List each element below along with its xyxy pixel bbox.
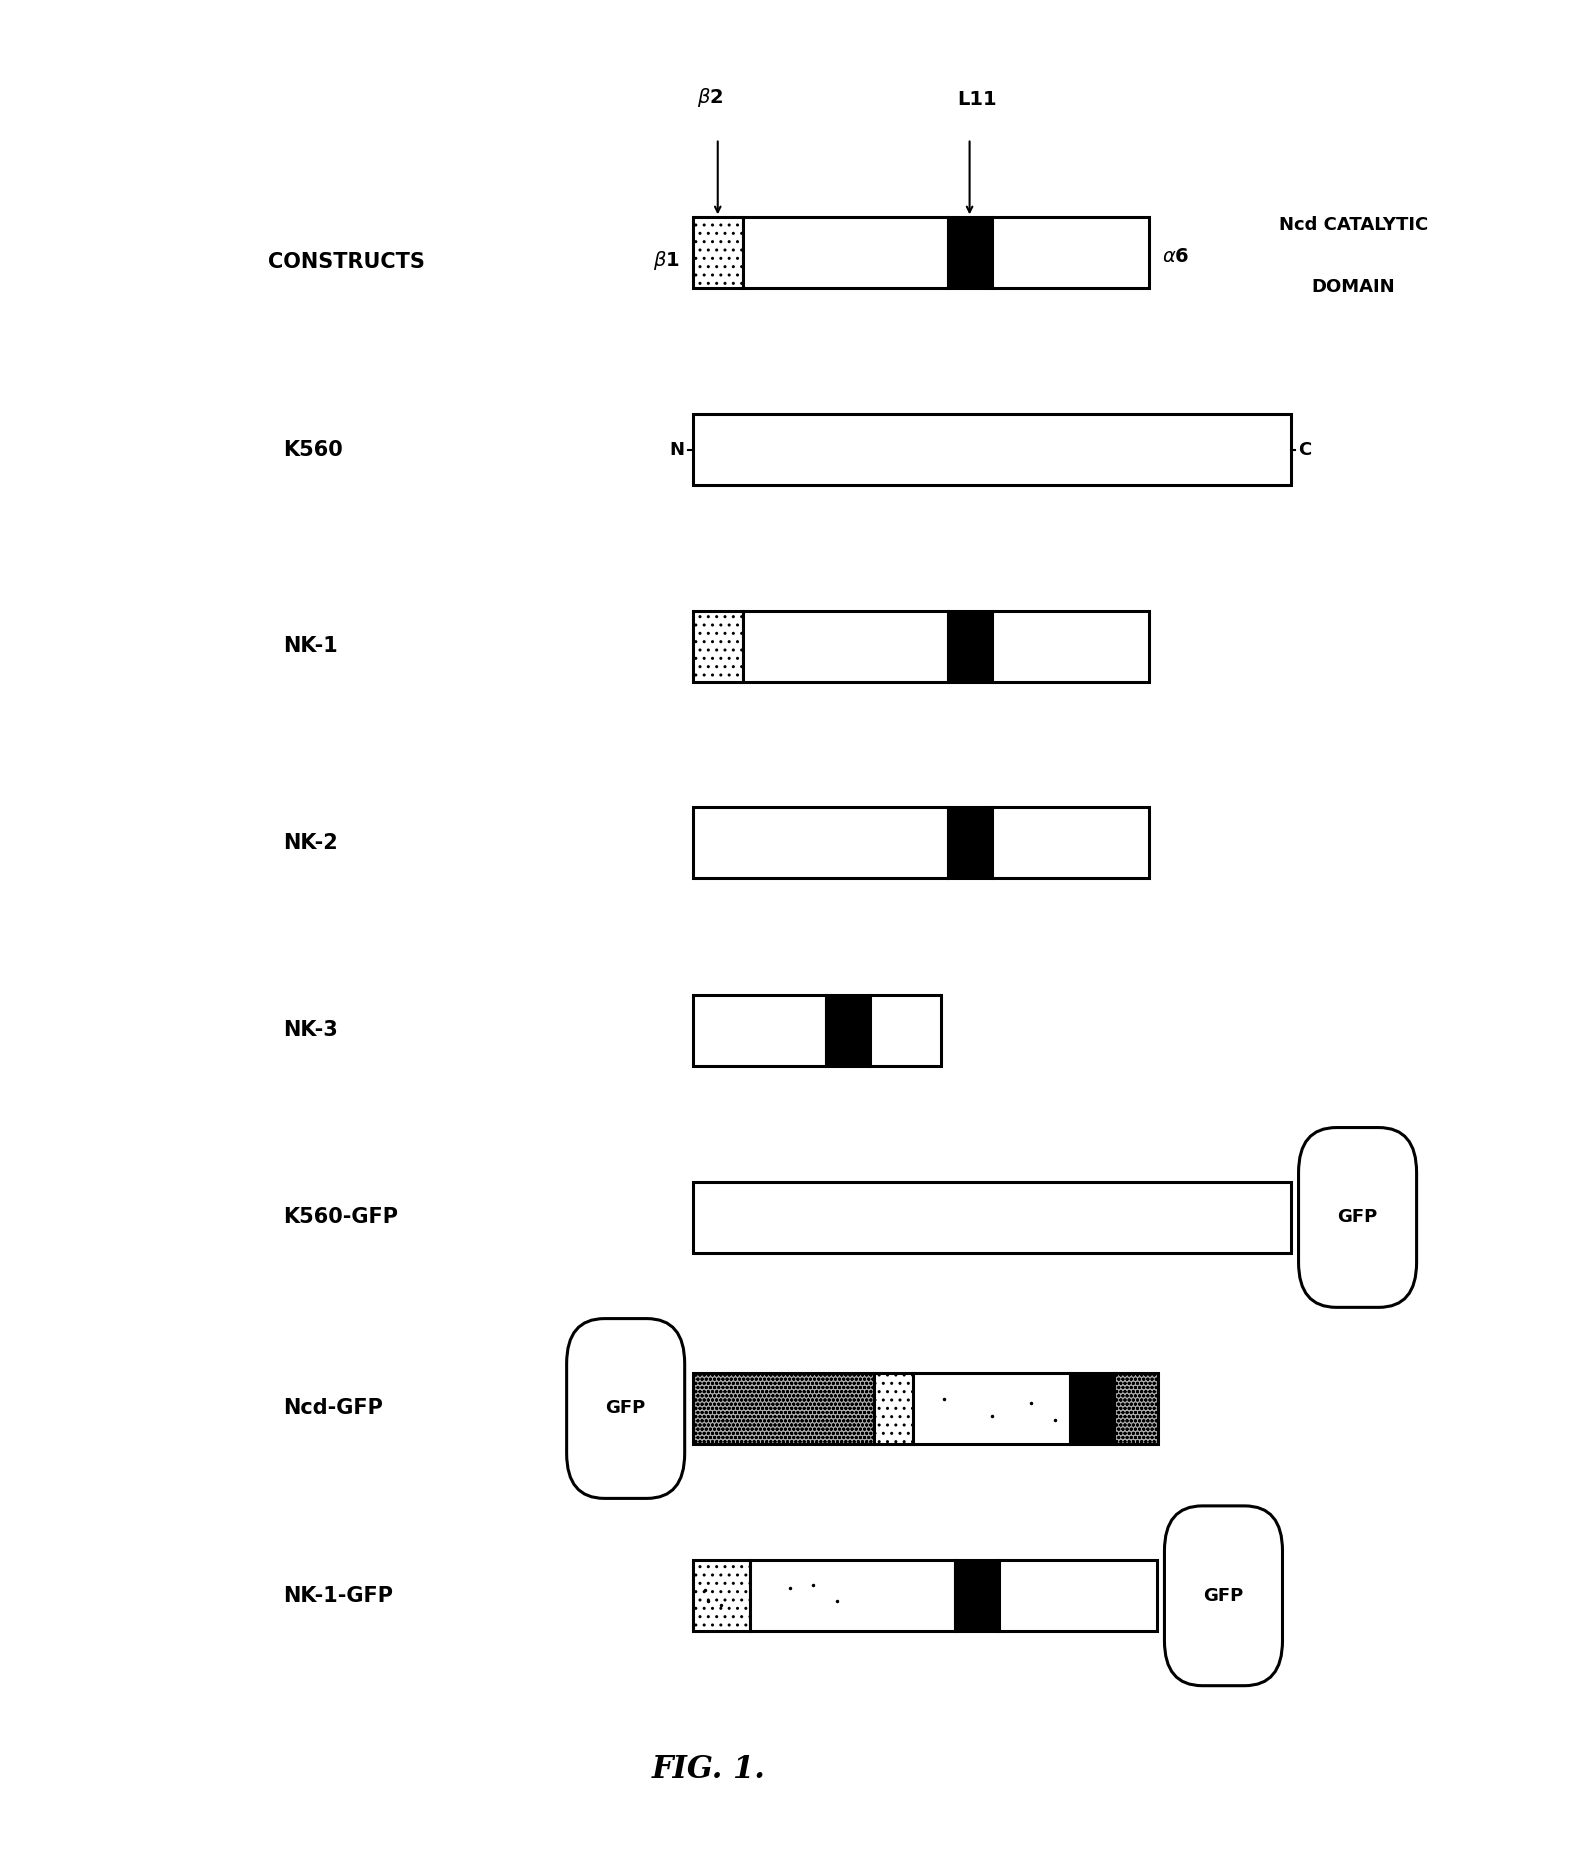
Bar xyxy=(948,217,992,288)
Bar xyxy=(1114,1373,1158,1444)
Bar xyxy=(693,1560,751,1631)
FancyBboxPatch shape xyxy=(1165,1506,1283,1686)
Text: $\alpha$6: $\alpha$6 xyxy=(1162,247,1188,266)
FancyBboxPatch shape xyxy=(567,1319,685,1498)
Bar xyxy=(948,807,992,878)
Bar xyxy=(743,611,948,682)
Text: K560-GFP: K560-GFP xyxy=(283,1208,398,1227)
Bar xyxy=(693,217,743,288)
Text: $\beta$1: $\beta$1 xyxy=(653,249,680,272)
FancyBboxPatch shape xyxy=(1299,1128,1417,1307)
Bar xyxy=(874,1373,913,1444)
Text: NK-3: NK-3 xyxy=(283,1021,338,1040)
Text: NK-1-GFP: NK-1-GFP xyxy=(283,1586,394,1605)
Bar xyxy=(948,611,992,682)
Bar xyxy=(751,1560,955,1631)
Bar xyxy=(955,1560,999,1631)
Text: C: C xyxy=(1299,440,1311,459)
Bar xyxy=(1070,1373,1114,1444)
Bar xyxy=(992,217,1149,288)
Bar xyxy=(693,1373,874,1444)
Text: Ncd CATALYTIC: Ncd CATALYTIC xyxy=(1280,215,1428,234)
Bar xyxy=(693,995,825,1066)
Bar xyxy=(743,217,948,288)
Text: NK-2: NK-2 xyxy=(283,833,338,852)
Text: GFP: GFP xyxy=(1204,1586,1243,1605)
Text: DOMAIN: DOMAIN xyxy=(1311,277,1396,296)
Bar xyxy=(992,807,1149,878)
Bar xyxy=(693,1182,1291,1253)
Text: $\beta$2: $\beta$2 xyxy=(697,86,722,109)
Bar xyxy=(693,611,743,682)
Text: FIG. 1.: FIG. 1. xyxy=(652,1755,765,1785)
Bar xyxy=(992,611,1149,682)
Text: Ncd-GFP: Ncd-GFP xyxy=(283,1399,382,1418)
Bar xyxy=(869,995,941,1066)
Text: GFP: GFP xyxy=(606,1399,645,1418)
Bar xyxy=(693,807,948,878)
Bar xyxy=(825,995,869,1066)
Text: CONSTRUCTS: CONSTRUCTS xyxy=(268,253,425,272)
Bar xyxy=(999,1560,1157,1631)
Bar xyxy=(693,414,1291,485)
Text: GFP: GFP xyxy=(1338,1208,1377,1227)
Text: L11: L11 xyxy=(957,90,998,109)
Bar xyxy=(913,1373,1070,1444)
Text: N: N xyxy=(669,440,685,459)
Text: NK-1: NK-1 xyxy=(283,637,338,656)
Text: K560: K560 xyxy=(283,440,343,459)
